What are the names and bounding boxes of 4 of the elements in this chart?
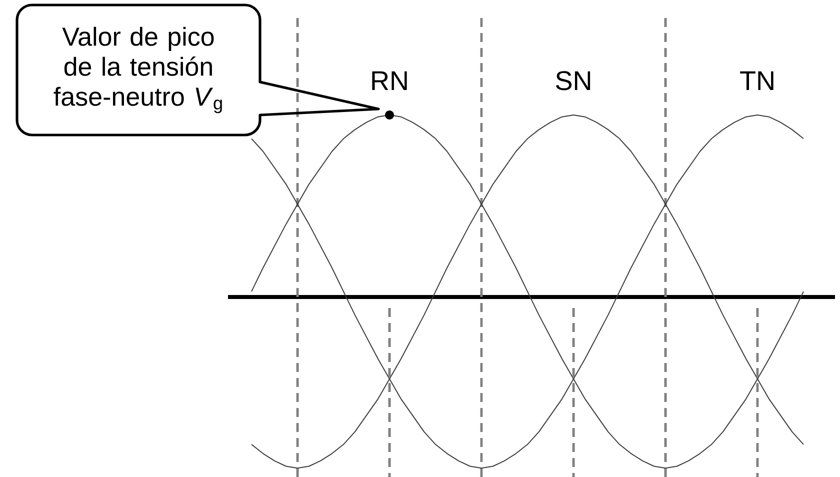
series-label: SN bbox=[556, 71, 590, 90]
text: Valor de pico de la tensión fase-neutro V$_{g}$ bbox=[54, 26, 222, 114]
series-label: TN bbox=[740, 71, 774, 90]
series-label: RN bbox=[372, 71, 407, 90]
